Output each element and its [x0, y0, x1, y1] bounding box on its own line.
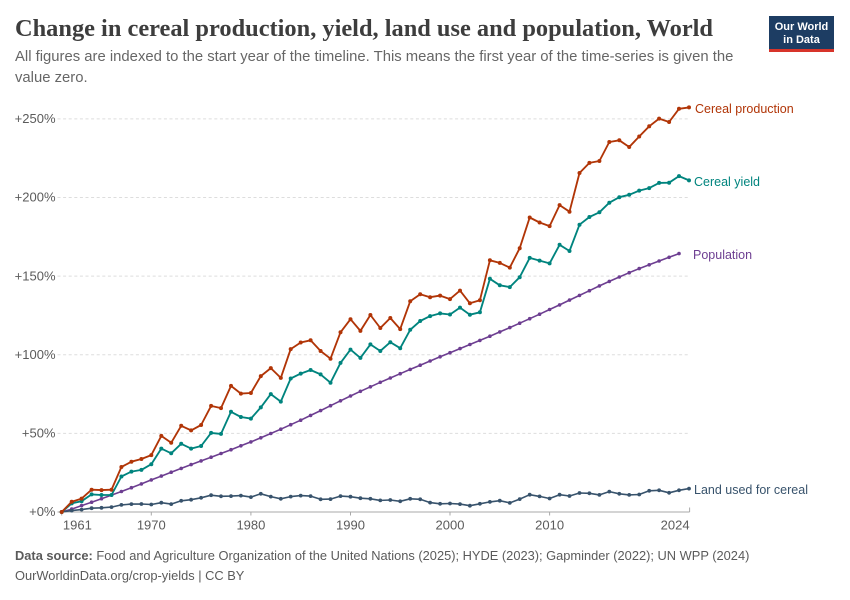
svg-text:+0%: +0% [29, 504, 56, 519]
svg-text:1980: 1980 [236, 518, 265, 533]
svg-text:+150%: +150% [15, 268, 56, 283]
svg-text:Land used for cereal: Land used for cereal [694, 483, 808, 497]
svg-text:+50%: +50% [22, 426, 56, 441]
svg-text:Population: Population [693, 248, 752, 262]
svg-text:2024: 2024 [661, 518, 690, 533]
svg-text:+200%: +200% [15, 190, 56, 205]
svg-text:Cereal production: Cereal production [695, 102, 794, 116]
svg-text:2000: 2000 [436, 518, 465, 533]
svg-text:Cereal yield: Cereal yield [694, 175, 760, 189]
svg-text:1990: 1990 [336, 518, 365, 533]
svg-text:2010: 2010 [535, 518, 564, 533]
svg-text:1970: 1970 [137, 518, 166, 533]
svg-text:1961: 1961 [63, 518, 92, 533]
svg-text:+100%: +100% [15, 347, 56, 362]
svg-text:+250%: +250% [15, 111, 56, 126]
